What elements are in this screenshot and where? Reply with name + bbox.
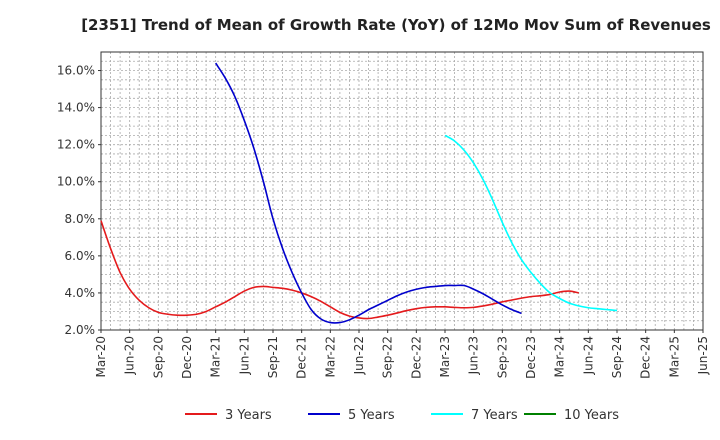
plot-frame bbox=[100, 51, 704, 331]
x-tick-label: Jun-25 bbox=[696, 336, 710, 375]
x-tick-label: Dec-20 bbox=[180, 336, 194, 379]
x-tick-label: Mar-23 bbox=[438, 336, 452, 377]
x-tick-label: Mar-20 bbox=[94, 336, 108, 377]
y-tick-label: 16.0% bbox=[57, 64, 95, 78]
y-tick-label: 10.0% bbox=[57, 175, 95, 189]
y-tick-label: 12.0% bbox=[57, 138, 95, 152]
x-tick-label: Jun-23 bbox=[467, 336, 481, 375]
x-tick-label: Jun-20 bbox=[123, 336, 137, 375]
x-tick-label: Mar-25 bbox=[667, 336, 681, 377]
x-tick-label: Dec-24 bbox=[639, 336, 653, 379]
legend-label-10-years: 10 Years bbox=[564, 408, 619, 423]
x-tick-label: Sep-24 bbox=[610, 336, 624, 378]
y-tick-label: 6.0% bbox=[65, 249, 96, 263]
legend-label-5-years: 5 Years bbox=[348, 408, 395, 423]
x-tick-label: Jun-21 bbox=[237, 336, 251, 375]
x-tick-label: Mar-22 bbox=[323, 336, 337, 377]
y-tick-label: 8.0% bbox=[65, 212, 96, 226]
x-tick-label: Sep-21 bbox=[266, 336, 280, 378]
x-tick-label: Dec-22 bbox=[409, 336, 423, 379]
y-tick-label: 4.0% bbox=[65, 286, 96, 300]
legend-label-7-years: 7 Years bbox=[471, 408, 518, 423]
x-tick-label: Sep-23 bbox=[495, 336, 509, 378]
x-tick-label: Jun-24 bbox=[581, 336, 595, 375]
legend-label-3-years: 3 Years bbox=[225, 408, 272, 423]
x-tick-label: Sep-20 bbox=[151, 336, 165, 378]
x-tick-label: Sep-22 bbox=[381, 336, 395, 378]
chart-title: [2351] Trend of Mean of Growth Rate (YoY… bbox=[81, 16, 711, 34]
plot-area: 2.0% 4.0% 6.0% 8.0% 10.0% 12.0% 14.0% 16.0% Mar-… bbox=[57, 51, 710, 379]
legend: 3 Years 5 Years 7 Years 10 Years bbox=[185, 408, 619, 423]
x-tick-label: Dec-21 bbox=[295, 336, 309, 379]
series-line-7-years bbox=[444, 134, 618, 312]
y-tick-label: 14.0% bbox=[57, 101, 95, 115]
series-line-5-years bbox=[214, 62, 522, 324]
x-tick-label: Dec-23 bbox=[524, 336, 538, 379]
x-tick-label: Jun-22 bbox=[352, 336, 366, 375]
y-tick-label: 2.0% bbox=[65, 323, 96, 337]
x-tick-label: Mar-21 bbox=[209, 336, 223, 377]
x-tick-label: Mar-24 bbox=[553, 336, 567, 377]
series-line-3-years bbox=[100, 220, 579, 320]
